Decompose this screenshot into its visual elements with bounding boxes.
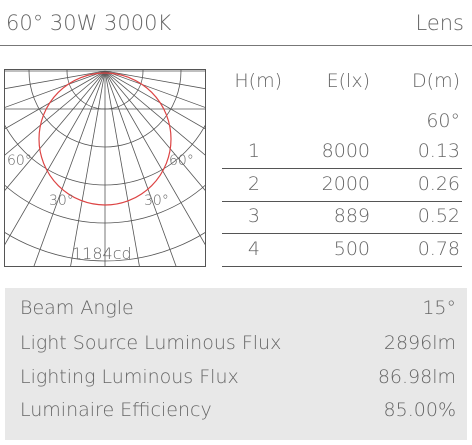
table-cell: 0.13	[417, 140, 460, 162]
table-cell: 2	[247, 173, 260, 195]
column-header: H(m)	[234, 70, 282, 92]
polar-diagram: 60° 60° 30° 30° 1184cd	[4, 69, 206, 267]
table-cell: 0.26	[417, 173, 460, 195]
header-rule	[0, 45, 472, 46]
table-cell: 889	[333, 205, 370, 227]
spec-label: Light Source Luminous Flux	[20, 332, 282, 354]
table-cell: 8000	[321, 140, 370, 162]
table-cell: 0.78	[417, 238, 460, 260]
spec-label: Lighting Luminous Flux	[20, 366, 239, 388]
spec-value: 2896lm	[383, 332, 456, 354]
angle-label: 60°	[169, 153, 194, 169]
row-rule	[222, 168, 462, 169]
angle-label: 30°	[144, 193, 169, 209]
row-rule	[222, 233, 462, 234]
spec-value: 15°	[422, 297, 456, 319]
table-cell: 3	[247, 205, 260, 227]
spec-value: 86.98lm	[377, 366, 456, 388]
header-title: 60° 30W 3000K	[6, 11, 172, 35]
angle-label: 60°	[7, 153, 32, 169]
table-cell: 2000	[321, 173, 370, 195]
column-header: E(lx)	[326, 70, 370, 92]
spec-label: Beam Angle	[20, 297, 134, 319]
spec-box	[5, 288, 467, 440]
table-cell: 0.52	[417, 205, 460, 227]
table-cell: 4	[247, 238, 260, 260]
angle-label: 30°	[49, 193, 74, 209]
row-rule	[222, 266, 462, 267]
spec-label: Luminaire Efficiency	[20, 399, 212, 421]
column-header: D(m)	[412, 70, 460, 92]
spec-value: 85.00%	[383, 399, 456, 421]
table-cell: 500	[333, 238, 370, 260]
intensity-label: 1184cd	[72, 244, 132, 263]
row-rule	[222, 201, 462, 202]
angle-label: 60°	[426, 110, 460, 132]
header-right: Lens	[415, 11, 464, 35]
beam-curve	[38, 72, 172, 206]
table-cell: 1	[247, 140, 260, 162]
